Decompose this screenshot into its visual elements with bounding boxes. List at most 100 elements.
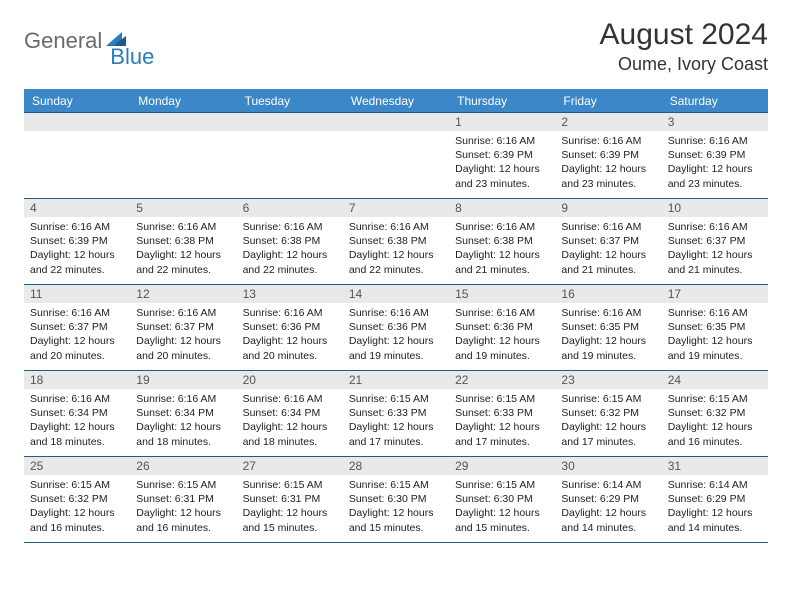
day-number: 26 (130, 457, 236, 475)
sunrise-line: Sunrise: 6:14 AM (668, 478, 762, 492)
calendar-cell (130, 113, 236, 199)
daylight-line: Daylight: 12 hours and 21 minutes. (455, 248, 549, 276)
daylight-line: Daylight: 12 hours and 21 minutes. (668, 248, 762, 276)
sunrise-line: Sunrise: 6:16 AM (136, 306, 230, 320)
calendar-cell: 15Sunrise: 6:16 AMSunset: 6:36 PMDayligh… (449, 285, 555, 371)
day-number: 28 (343, 457, 449, 475)
day-number: 8 (449, 199, 555, 217)
calendar-cell: 30Sunrise: 6:14 AMSunset: 6:29 PMDayligh… (555, 457, 661, 543)
calendar-body: 1Sunrise: 6:16 AMSunset: 6:39 PMDaylight… (24, 113, 768, 543)
calendar-row: 11Sunrise: 6:16 AMSunset: 6:37 PMDayligh… (24, 285, 768, 371)
day-number-empty (130, 113, 236, 131)
calendar-cell: 29Sunrise: 6:15 AMSunset: 6:30 PMDayligh… (449, 457, 555, 543)
daylight-line: Daylight: 12 hours and 23 minutes. (668, 162, 762, 190)
day-details: Sunrise: 6:16 AMSunset: 6:36 PMDaylight:… (237, 303, 343, 367)
sunset-line: Sunset: 6:29 PM (668, 492, 762, 506)
calendar-cell: 2Sunrise: 6:16 AMSunset: 6:39 PMDaylight… (555, 113, 661, 199)
daylight-line: Daylight: 12 hours and 22 minutes. (243, 248, 337, 276)
day-number: 13 (237, 285, 343, 303)
sunset-line: Sunset: 6:37 PM (136, 320, 230, 334)
sunset-line: Sunset: 6:33 PM (455, 406, 549, 420)
calendar-cell: 5Sunrise: 6:16 AMSunset: 6:38 PMDaylight… (130, 199, 236, 285)
day-details: Sunrise: 6:16 AMSunset: 6:37 PMDaylight:… (555, 217, 661, 281)
daylight-line: Daylight: 12 hours and 23 minutes. (561, 162, 655, 190)
calendar-cell: 3Sunrise: 6:16 AMSunset: 6:39 PMDaylight… (662, 113, 768, 199)
sunset-line: Sunset: 6:35 PM (561, 320, 655, 334)
sunrise-line: Sunrise: 6:15 AM (561, 392, 655, 406)
sunrise-line: Sunrise: 6:16 AM (136, 392, 230, 406)
day-details: Sunrise: 6:14 AMSunset: 6:29 PMDaylight:… (555, 475, 661, 539)
day-number: 27 (237, 457, 343, 475)
logo-text-general: General (24, 28, 102, 54)
day-details: Sunrise: 6:16 AMSunset: 6:36 PMDaylight:… (343, 303, 449, 367)
sunrise-line: Sunrise: 6:16 AM (455, 220, 549, 234)
day-number: 24 (662, 371, 768, 389)
day-details: Sunrise: 6:14 AMSunset: 6:29 PMDaylight:… (662, 475, 768, 539)
sunrise-line: Sunrise: 6:16 AM (136, 220, 230, 234)
sunset-line: Sunset: 6:36 PM (243, 320, 337, 334)
header: General Blue August 2024 Oume, Ivory Coa… (24, 18, 768, 75)
day-number: 12 (130, 285, 236, 303)
day-details: Sunrise: 6:16 AMSunset: 6:37 PMDaylight:… (130, 303, 236, 367)
sunset-line: Sunset: 6:34 PM (30, 406, 124, 420)
day-number: 23 (555, 371, 661, 389)
day-number: 10 (662, 199, 768, 217)
day-number: 17 (662, 285, 768, 303)
day-details: Sunrise: 6:16 AMSunset: 6:38 PMDaylight:… (130, 217, 236, 281)
daylight-line: Daylight: 12 hours and 19 minutes. (668, 334, 762, 362)
calendar-cell: 14Sunrise: 6:16 AMSunset: 6:36 PMDayligh… (343, 285, 449, 371)
calendar-cell: 20Sunrise: 6:16 AMSunset: 6:34 PMDayligh… (237, 371, 343, 457)
sunset-line: Sunset: 6:36 PM (349, 320, 443, 334)
weekday-header: Monday (130, 90, 236, 113)
calendar-table: Sunday Monday Tuesday Wednesday Thursday… (24, 89, 768, 543)
page-subtitle: Oume, Ivory Coast (600, 54, 768, 75)
day-number: 30 (555, 457, 661, 475)
sunrise-line: Sunrise: 6:16 AM (668, 220, 762, 234)
weekday-header: Thursday (449, 90, 555, 113)
sunset-line: Sunset: 6:34 PM (136, 406, 230, 420)
day-details: Sunrise: 6:15 AMSunset: 6:33 PMDaylight:… (343, 389, 449, 453)
day-details: Sunrise: 6:16 AMSunset: 6:38 PMDaylight:… (343, 217, 449, 281)
calendar-cell: 28Sunrise: 6:15 AMSunset: 6:30 PMDayligh… (343, 457, 449, 543)
sunset-line: Sunset: 6:36 PM (455, 320, 549, 334)
day-details: Sunrise: 6:15 AMSunset: 6:30 PMDaylight:… (343, 475, 449, 539)
daylight-line: Daylight: 12 hours and 18 minutes. (30, 420, 124, 448)
weekday-header: Saturday (662, 90, 768, 113)
calendar-cell (237, 113, 343, 199)
day-number: 2 (555, 113, 661, 131)
calendar-cell: 6Sunrise: 6:16 AMSunset: 6:38 PMDaylight… (237, 199, 343, 285)
daylight-line: Daylight: 12 hours and 20 minutes. (136, 334, 230, 362)
sunrise-line: Sunrise: 6:16 AM (455, 306, 549, 320)
sunset-line: Sunset: 6:37 PM (561, 234, 655, 248)
sunrise-line: Sunrise: 6:16 AM (668, 306, 762, 320)
day-details: Sunrise: 6:15 AMSunset: 6:30 PMDaylight:… (449, 475, 555, 539)
sunset-line: Sunset: 6:31 PM (136, 492, 230, 506)
day-details: Sunrise: 6:16 AMSunset: 6:38 PMDaylight:… (449, 217, 555, 281)
calendar-cell: 8Sunrise: 6:16 AMSunset: 6:38 PMDaylight… (449, 199, 555, 285)
sunset-line: Sunset: 6:39 PM (455, 148, 549, 162)
day-details: Sunrise: 6:16 AMSunset: 6:34 PMDaylight:… (237, 389, 343, 453)
logo-text-blue: Blue (110, 44, 154, 70)
sunrise-line: Sunrise: 6:16 AM (455, 134, 549, 148)
page-title: August 2024 (600, 18, 768, 52)
daylight-line: Daylight: 12 hours and 19 minutes. (561, 334, 655, 362)
daylight-line: Daylight: 12 hours and 17 minutes. (561, 420, 655, 448)
calendar-cell (24, 113, 130, 199)
weekday-header: Sunday (24, 90, 130, 113)
day-number: 6 (237, 199, 343, 217)
day-details: Sunrise: 6:16 AMSunset: 6:35 PMDaylight:… (662, 303, 768, 367)
sunrise-line: Sunrise: 6:15 AM (455, 478, 549, 492)
sunset-line: Sunset: 6:29 PM (561, 492, 655, 506)
sunset-line: Sunset: 6:38 PM (349, 234, 443, 248)
day-details: Sunrise: 6:15 AMSunset: 6:32 PMDaylight:… (24, 475, 130, 539)
sunrise-line: Sunrise: 6:16 AM (30, 220, 124, 234)
day-number: 22 (449, 371, 555, 389)
sunrise-line: Sunrise: 6:16 AM (349, 220, 443, 234)
day-number: 19 (130, 371, 236, 389)
sunrise-line: Sunrise: 6:16 AM (561, 134, 655, 148)
daylight-line: Daylight: 12 hours and 18 minutes. (243, 420, 337, 448)
day-number: 20 (237, 371, 343, 389)
sunrise-line: Sunrise: 6:14 AM (561, 478, 655, 492)
sunset-line: Sunset: 6:31 PM (243, 492, 337, 506)
daylight-line: Daylight: 12 hours and 18 minutes. (136, 420, 230, 448)
